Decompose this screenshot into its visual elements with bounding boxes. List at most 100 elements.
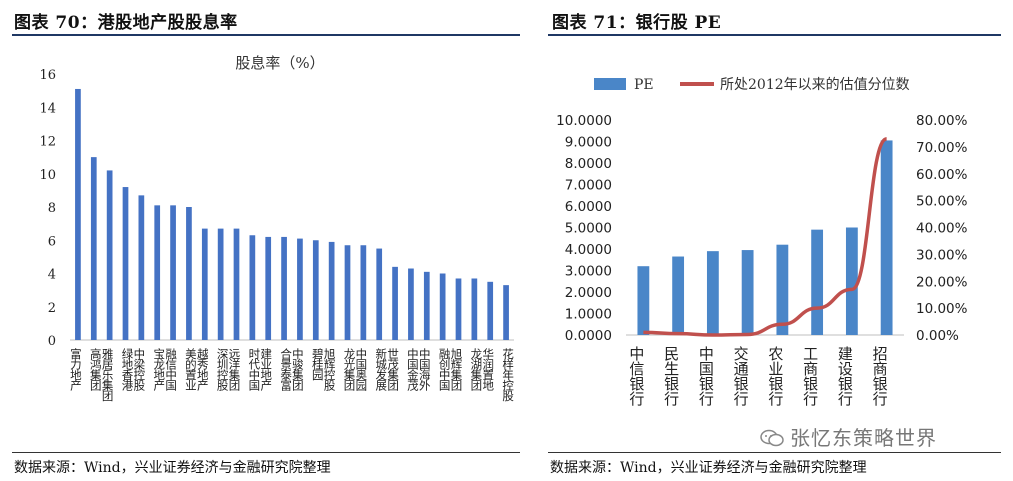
y-tick-label: 14 <box>39 101 56 116</box>
y-tick-label: 16 <box>39 68 56 83</box>
x-tick-label: 时代中国 <box>247 348 261 392</box>
percentile-line <box>643 137 888 337</box>
x-tick-label: 招商银行 <box>871 346 889 407</box>
right-y-tick-label: 20.00% <box>916 274 968 290</box>
bar <box>138 195 145 340</box>
x-tick-label: 新城发展 <box>374 347 388 392</box>
bar <box>328 241 335 340</box>
bar <box>637 266 650 335</box>
x-tick-label: 交通银行 <box>732 345 750 407</box>
left-y-tick-label: 9.0000 <box>565 135 612 151</box>
watermark-text: 张忆东策略世界 <box>790 426 937 450</box>
right-y-tick-label: 0.00% <box>916 328 959 344</box>
left-y-tick-label: 1.0000 <box>565 307 612 323</box>
x-tick-label: 中国银行 <box>697 346 715 407</box>
bar <box>706 251 719 335</box>
bank-pe-chart: PE 所处2012年以来的估值分位数 0.0000 1.0000 2.0000 3.000… <box>556 77 968 407</box>
x-tick-label: 美的置业 <box>184 347 198 390</box>
x-tick-label: 农业银行 <box>766 346 784 407</box>
y-tick-label: 10 <box>39 168 56 183</box>
right-panel-title: 图表 71：银行股 PE <box>552 13 722 33</box>
x-tick-label: 远洋集团 <box>228 348 242 392</box>
left-y-tick-label: 7.0000 <box>565 178 612 194</box>
bar <box>880 140 893 335</box>
left-source-rule <box>12 452 520 453</box>
bar <box>811 229 824 335</box>
right-y-tick-label: 50.00% <box>916 194 968 210</box>
x-tick-label: 花样年控股 <box>501 348 515 402</box>
x-tick-label: 龙湖集团 <box>469 348 483 392</box>
x-tick-label: 融创中国 <box>438 348 452 392</box>
bar <box>170 205 176 340</box>
x-tick-label: 富力地产 <box>69 347 83 392</box>
x-tick-label: 碧桂园 <box>311 348 325 381</box>
y-tick-label: 8 <box>48 201 56 216</box>
left-y-tick-label: 3.0000 <box>565 264 612 280</box>
x-tick-label: 宝龙地产 <box>152 347 166 392</box>
wechat-icon <box>760 429 784 447</box>
x-tick-label: 雅居乐集团 <box>101 347 115 402</box>
y-tick-label: 0 <box>48 334 56 349</box>
bar <box>297 238 303 340</box>
x-tick-label: 越秀地产 <box>196 347 210 392</box>
bar <box>312 240 319 340</box>
x-tick-label: 中梁控股 <box>132 348 146 392</box>
x-tick-label: 高鸿集团 <box>89 347 103 392</box>
bar <box>186 207 192 340</box>
x-tick-label: 中骏集团 <box>291 348 305 392</box>
left-panel-title: 图表 70：港股地产股股息率 <box>14 13 238 33</box>
x-tick-label: 绿地香港 <box>121 347 135 391</box>
bar <box>423 271 430 340</box>
bar <box>281 236 287 340</box>
x-tick-label: 华润置地 <box>481 347 495 391</box>
x-tick-label: 融信中国 <box>164 348 178 392</box>
bar <box>471 278 478 340</box>
bar <box>90 157 97 340</box>
y-tick-label: 6 <box>48 234 56 249</box>
bar <box>344 245 351 340</box>
right-source-text: 数据来源：Wind，兴业证券经济与金融研究院整理 <box>550 460 867 476</box>
bar <box>376 248 383 340</box>
bar <box>122 187 129 340</box>
left-y-tick-label: 5.0000 <box>565 221 612 237</box>
x-tick-label: 旭辉控股 <box>323 348 337 392</box>
left-y-tick-label: 2.0000 <box>565 285 612 301</box>
bar <box>845 227 858 335</box>
x-tick-label: 中信银行 <box>627 346 645 407</box>
x-tick-label: 中国金茂 <box>406 348 420 392</box>
bar <box>439 273 446 340</box>
left-title-rule <box>12 34 520 36</box>
left-y-tick-label: 8.0000 <box>565 156 612 172</box>
x-tick-label: 工商银行 <box>801 346 819 407</box>
left-y-tick-label: 0.0000 <box>565 328 612 344</box>
bar <box>776 244 789 335</box>
bar <box>360 245 367 340</box>
x-tick-label: 深圳控股 <box>216 347 230 392</box>
left-y-tick-label: 6.0000 <box>565 199 612 215</box>
bar <box>408 268 414 340</box>
bar <box>75 88 81 341</box>
right-source-rule <box>548 452 1001 453</box>
x-tick-label: 旭辉集团 <box>450 348 464 392</box>
bar <box>392 266 398 340</box>
bar <box>503 285 509 340</box>
legend-percentile-label: 所处2012年以来的估值分位数 <box>720 77 910 93</box>
bar <box>265 236 272 340</box>
bar <box>106 170 113 340</box>
x-tick-label: 中国奥园 <box>354 348 368 392</box>
bar <box>201 228 208 340</box>
right-y-tick-label: 40.00% <box>916 221 968 237</box>
x-tick-label: 合景泰富 <box>279 347 293 392</box>
right-y-tick-label: 80.00% <box>916 113 968 129</box>
left-source-text: 数据来源：Wind，兴业证券经济与金融研究院整理 <box>14 460 331 476</box>
bar <box>249 235 256 340</box>
y-tick-label: 2 <box>48 301 56 316</box>
right-y-tick-label: 10.00% <box>916 301 968 317</box>
bar <box>741 250 754 335</box>
right-y-tick-label: 60.00% <box>916 167 968 183</box>
chart-title: 股息率（%） <box>235 54 324 72</box>
bar <box>672 256 685 335</box>
y-tick-label: 12 <box>39 135 56 150</box>
left-y-tick-label: 4.0000 <box>565 242 612 258</box>
